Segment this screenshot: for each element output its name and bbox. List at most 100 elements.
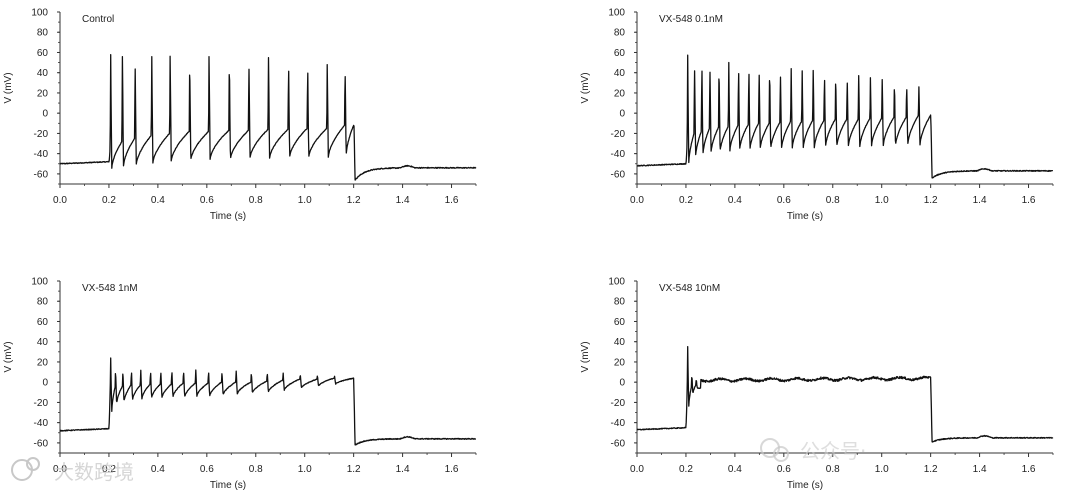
x-tick-label: 0.6 [777, 195, 791, 206]
x-tick-label: 1.2 [347, 464, 361, 475]
watermark-right: 公众号· [760, 438, 866, 463]
y-tick-label: 100 [608, 8, 625, 19]
x-tick-label: 1.4 [973, 464, 987, 475]
watermark-text: 公众号· [800, 439, 866, 463]
y-axis-label: V (mV) [3, 341, 14, 372]
y-tick-label: -40 [34, 418, 49, 429]
x-tick-label: 1.0 [298, 195, 312, 206]
y-axis-label: V (mV) [580, 341, 591, 372]
watermark-logo-icon [26, 457, 40, 471]
x-tick-label: 1.4 [396, 464, 410, 475]
y-tick-label: 60 [37, 48, 49, 59]
x-tick-label: 0.2 [102, 464, 116, 475]
y-tick-label: -40 [34, 149, 49, 160]
y-tick-label: 60 [614, 48, 626, 59]
y-tick-label: -20 [34, 398, 49, 409]
x-tick-label: 0.4 [728, 464, 742, 475]
y-tick-label: -40 [611, 418, 626, 429]
x-tick-label: 0.4 [151, 464, 165, 475]
y-tick-label: 100 [608, 277, 625, 288]
x-axis-label: Time (s) [787, 480, 823, 491]
y-tick-label: 20 [614, 357, 626, 368]
y-tick-label: 80 [614, 297, 626, 308]
x-tick-label: 0.0 [630, 464, 644, 475]
y-tick-label: -20 [611, 398, 626, 409]
x-tick-label: 1.6 [1022, 464, 1036, 475]
x-tick-label: 1.0 [298, 464, 312, 475]
x-axis-label: Time (s) [210, 211, 246, 222]
x-tick-label: 1.6 [445, 464, 459, 475]
x-axis-label: Time (s) [210, 480, 246, 491]
y-tick-label: 60 [614, 317, 626, 328]
panel-title: VX-548 1nM [82, 283, 138, 294]
watermark-text: 大数跨境 [54, 460, 134, 484]
y-tick-label: 20 [37, 88, 49, 99]
y-tick-label: -20 [611, 129, 626, 140]
y-axis-label: V (mV) [580, 72, 591, 103]
chart-panel: -60 -40 -20 0 20 40 60 80 100 0.0 0.2 0.4 0.6 0.8 1.0 1… [580, 8, 1054, 222]
y-tick-label: 80 [37, 28, 49, 39]
x-tick-label: 1.6 [1022, 195, 1036, 206]
y-tick-label: 40 [614, 337, 626, 348]
panel-title: VX-548 10nM [659, 283, 720, 294]
voltage-trace [59, 357, 477, 446]
y-axis-label: V (mV) [3, 72, 14, 103]
watermark-logo-icon [773, 446, 789, 462]
voltage-trace [636, 54, 1054, 179]
y-tick-label: 40 [614, 68, 626, 79]
x-tick-label: 1.2 [924, 464, 938, 475]
watermark-left: 大数跨境 [11, 457, 134, 484]
y-tick-label: 40 [37, 68, 49, 79]
voltage-trace [636, 345, 1054, 443]
y-tick-label: -20 [34, 129, 49, 140]
y-tick-label: -60 [34, 438, 49, 449]
y-tick-label: 20 [614, 88, 626, 99]
x-tick-label: 0.0 [630, 195, 644, 206]
panel-title: Control [82, 14, 114, 25]
x-tick-label: 1.2 [347, 195, 361, 206]
y-tick-label: -60 [34, 169, 49, 180]
y-tick-label: 20 [37, 357, 49, 368]
y-tick-label: -60 [611, 438, 626, 449]
panel-title: VX-548 0.1nM [659, 14, 723, 25]
y-tick-label: 100 [31, 277, 48, 288]
x-tick-label: 0.0 [53, 464, 67, 475]
x-tick-label: 0.8 [249, 195, 263, 206]
x-tick-label: 0.6 [777, 464, 791, 475]
x-axis-label: Time (s) [787, 211, 823, 222]
x-tick-label: 0.8 [826, 464, 840, 475]
y-tick-label: 0 [619, 378, 625, 389]
x-tick-label: 0.2 [102, 195, 116, 206]
x-tick-label: 1.0 [875, 195, 889, 206]
chart-panel: -60 -40 -20 0 20 40 60 80 100 0.0 0.2 0.4 0.6 0.8 1.0 1… [580, 277, 1054, 491]
x-tick-label: 0.2 [679, 195, 693, 206]
y-tick-label: -40 [611, 149, 626, 160]
y-tick-label: 0 [42, 378, 48, 389]
x-tick-label: 0.2 [679, 464, 693, 475]
x-tick-label: 1.6 [445, 195, 459, 206]
y-tick-label: 80 [37, 297, 49, 308]
y-tick-label: 100 [31, 8, 48, 19]
x-tick-label: 1.0 [875, 464, 889, 475]
chart-panel: -60 -40 -20 0 20 40 60 80 100 0.0 0.2 0.4 0.6 0.8 1.0 1… [3, 8, 477, 222]
chart-panel: -60 -40 -20 0 20 40 60 80 100 0.0 0.2 0.4 0.6 0.8 1.0 1… [3, 277, 477, 491]
y-tick-label: -60 [611, 169, 626, 180]
y-tick-label: 60 [37, 317, 49, 328]
x-tick-label: 0.4 [151, 195, 165, 206]
y-tick-label: 40 [37, 337, 49, 348]
x-tick-label: 0.6 [200, 195, 214, 206]
x-tick-label: 0.8 [826, 195, 840, 206]
y-tick-label: 0 [619, 109, 625, 120]
x-tick-label: 1.4 [973, 195, 987, 206]
x-tick-label: 0.8 [249, 464, 263, 475]
x-tick-label: 1.4 [396, 195, 410, 206]
y-tick-label: 80 [614, 28, 626, 39]
x-tick-label: 0.4 [728, 195, 742, 206]
watermark-logo-icon [11, 459, 33, 481]
y-tick-label: 0 [42, 109, 48, 120]
x-tick-label: 1.2 [924, 195, 938, 206]
x-tick-label: 0.0 [53, 195, 67, 206]
voltage-trace [59, 54, 477, 181]
x-tick-label: 0.6 [200, 464, 214, 475]
